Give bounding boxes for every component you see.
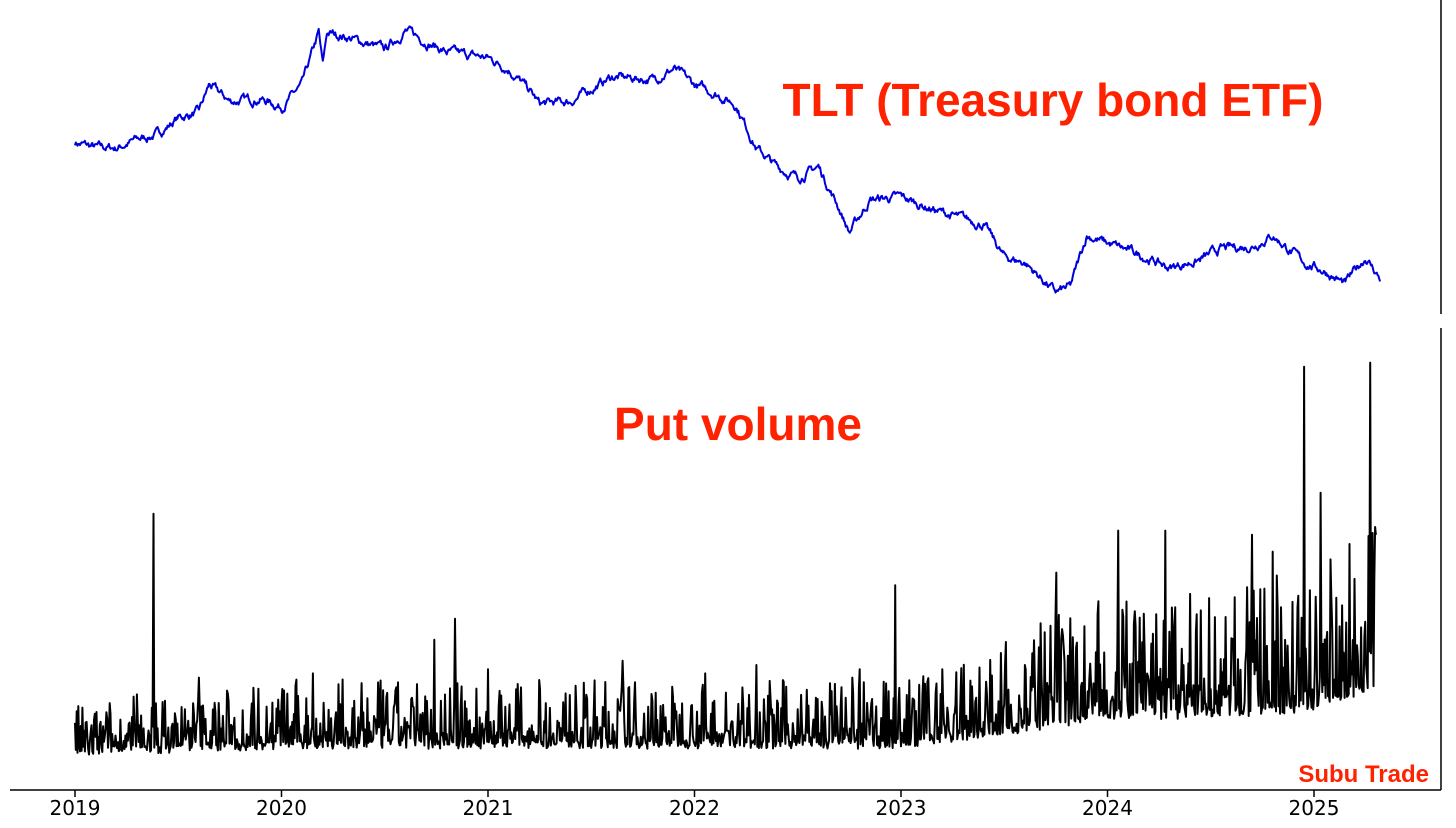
- x-tick-label: 2021: [463, 796, 514, 820]
- tlt-title: TLT (Treasury bond ETF): [783, 74, 1324, 126]
- x-tick-label: 2023: [876, 796, 927, 820]
- put-volume-series-line: [74, 361, 1377, 756]
- x-tick-label: 2019: [50, 796, 101, 820]
- x-tick-label: 2020: [256, 796, 307, 820]
- put-volume-title: Put volume: [614, 398, 862, 450]
- x-tick-label: 2025: [1289, 796, 1340, 820]
- tlt-series-line: [74, 25, 1382, 294]
- x-tick-label: 2022: [669, 796, 720, 820]
- tlt-panel: [74, 25, 1382, 294]
- watermark-text: Subu Trade: [1298, 761, 1429, 788]
- x-tick-label: 2024: [1082, 796, 1133, 820]
- x-axis-ticks: 2019 2020 2021 2022 2023 2024 2025: [50, 790, 1340, 820]
- put-volume-panel: [74, 361, 1377, 756]
